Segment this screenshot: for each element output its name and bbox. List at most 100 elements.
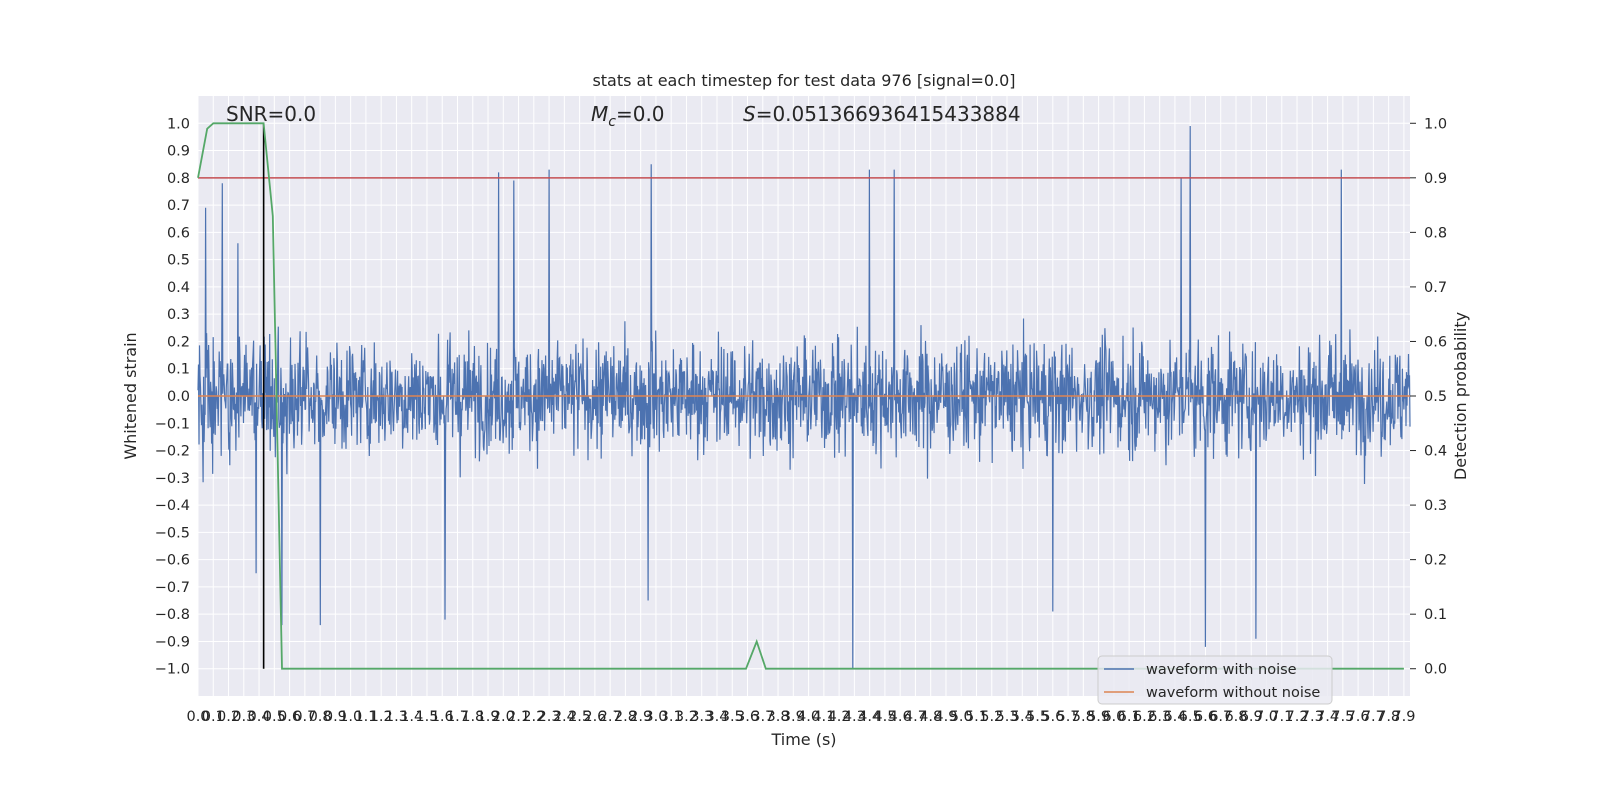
y-tick-label-left: 0.6 (167, 225, 190, 241)
legend-label-with-noise: waveform with noise (1146, 662, 1297, 678)
y-tick-label-right: 1.0 (1424, 116, 1447, 132)
x-tick-label: 2.2 (522, 709, 545, 725)
x-tick-label: 6.9 (1240, 709, 1263, 725)
x-tick-label: 6.3 (1148, 709, 1171, 725)
snr-annotation: SNR=0.0 (226, 102, 316, 126)
y-axis-label-right: Detection probability (1451, 312, 1470, 480)
y-tick-label-right: 0.2 (1424, 553, 1447, 569)
y-tick-label-left: 0.9 (167, 144, 190, 160)
x-tick-label: 5.8 (1072, 709, 1095, 725)
y-tick-label-left: 0.5 (167, 253, 190, 269)
x-tick-label: 3.4 (705, 709, 728, 725)
x-tick-label: 0.9 (324, 709, 347, 725)
series-waveform-with-noise (197, 125, 1411, 669)
chirp-mass-annotation: Mc=0.0 (591, 102, 665, 130)
y-tick-label-left: 0.8 (167, 171, 190, 187)
x-tick-label: 6.0 (1102, 709, 1125, 725)
x-tick-label: 4.2 (828, 709, 851, 725)
x-tick-label: 5.2 (980, 709, 1003, 725)
y-tick-label-left: −0.7 (155, 580, 190, 596)
x-tick-label: 2.4 (553, 709, 576, 725)
chart-title: stats at each timestep for test data 976… (592, 71, 1015, 90)
x-tick-label: 1.1 (354, 709, 377, 725)
chirp-mass-symbol: M (591, 102, 608, 126)
x-tick-label: 4.5 (873, 709, 896, 725)
y-tick-label-right: 0.6 (1424, 334, 1447, 350)
x-tick-label: 6.6 (1194, 709, 1217, 725)
x-tick-label: 4.8 (919, 709, 942, 725)
y-tick-label-right: 0.7 (1424, 280, 1447, 296)
x-tick-label: 5.0 (950, 709, 973, 725)
y-tick-label-left: −0.1 (155, 416, 190, 432)
x-tick-label: 0.8 (309, 709, 332, 725)
x-tick-label: 0.7 (293, 709, 316, 725)
x-tick-label: 0.3 (232, 709, 255, 725)
x-tick-label: 5.3 (995, 709, 1018, 725)
s-symbol: S (743, 102, 756, 126)
x-tick-label: 4.6 (889, 709, 912, 725)
y-tick-label-left: −0.5 (155, 525, 190, 541)
y-tick-label-left: −0.9 (155, 634, 190, 650)
s-value: =0.051366936415433884 (756, 102, 1021, 126)
x-tick-label: 4.9 (934, 709, 957, 725)
y-tick-label-right: 0.3 (1424, 498, 1447, 514)
x-tick-label: 3.8 (767, 709, 790, 725)
x-tick-label: 1.0 (339, 709, 362, 725)
y-tick-label-right: 0.8 (1424, 225, 1447, 241)
x-tick-label: 3.5 (721, 709, 744, 725)
x-tick-label: 2.5 (568, 709, 591, 725)
x-tick-label: 4.0 (797, 709, 820, 725)
x-tick-label: 5.5 (1026, 709, 1049, 725)
x-tick-label: 1.2 (370, 709, 393, 725)
x-tick-label: 1.8 (461, 709, 484, 725)
x-tick-label: 3.3 (690, 709, 713, 725)
x-tick-label: 1.7 (446, 709, 469, 725)
x-tick-label: 1.4 (400, 709, 423, 725)
y-tick-label-right: 0.0 (1424, 662, 1447, 678)
x-tick-label: 2.3 (538, 709, 561, 725)
y-tick-label-left: 0.7 (167, 198, 190, 214)
s-annotation: S=0.051366936415433884 (743, 102, 1021, 126)
x-tick-label: 7.0 (1255, 709, 1278, 725)
x-tick-label: 3.0 (644, 709, 667, 725)
x-tick-label: 3.7 (751, 709, 774, 725)
x-tick-label: 7.9 (1392, 709, 1415, 725)
x-tick-label: 6.1 (1118, 709, 1141, 725)
x-tick-label: 7.2 (1286, 709, 1309, 725)
x-tick-label: 6.5 (1179, 709, 1202, 725)
y-tick-label-left: 1.0 (167, 116, 190, 132)
x-tick-label: 7.5 (1331, 709, 1354, 725)
x-tick-label: 2.0 (492, 709, 515, 725)
x-tick-label: 2.9 (629, 709, 652, 725)
x-tick-label: 2.1 (507, 709, 530, 725)
y-tick-label-left: 0.2 (167, 334, 190, 350)
y-tick-label-left: 0.0 (167, 389, 190, 405)
x-tick-label: 4.1 (812, 709, 835, 725)
x-tick-label: 0.1 (202, 709, 225, 725)
x-tick-label: 2.8 (614, 709, 637, 725)
x-tick-label: 7.6 (1347, 709, 1370, 725)
y-tick-label-right: 0.4 (1424, 444, 1447, 460)
x-tick-label: 0.2 (217, 709, 240, 725)
x-tick-label: 4.7 (904, 709, 927, 725)
x-tick-label: 0.6 (278, 709, 301, 725)
waveform-with-noise-line (197, 125, 1411, 669)
legend: waveform with noise waveform without noi… (1097, 655, 1333, 705)
x-tick-label: 7.7 (1362, 709, 1385, 725)
x-tick-label: 3.1 (660, 709, 683, 725)
x-tick-label: 3.2 (675, 709, 698, 725)
x-tick-label: 2.6 (583, 709, 606, 725)
y-axis-label-left: Whitened strain (121, 332, 140, 459)
y-tick-label-right: 0.5 (1424, 389, 1447, 405)
y-tick-label-left: −0.2 (155, 444, 190, 460)
x-tick-label: 6.2 (1133, 709, 1156, 725)
axis-ticks: 0.00.10.20.30.40.50.60.70.80.91.01.11.21… (155, 116, 1447, 725)
y-tick-label-left: −0.8 (155, 607, 190, 623)
y-tick-label-left: −0.3 (155, 471, 190, 487)
x-tick-label: 2.7 (599, 709, 622, 725)
x-tick-label: 1.3 (385, 709, 408, 725)
x-tick-label: 0.4 (248, 709, 271, 725)
y-tick-label-left: 0.1 (167, 362, 190, 378)
x-tick-label: 5.9 (1087, 709, 1110, 725)
x-tick-label: 1.6 (431, 709, 454, 725)
